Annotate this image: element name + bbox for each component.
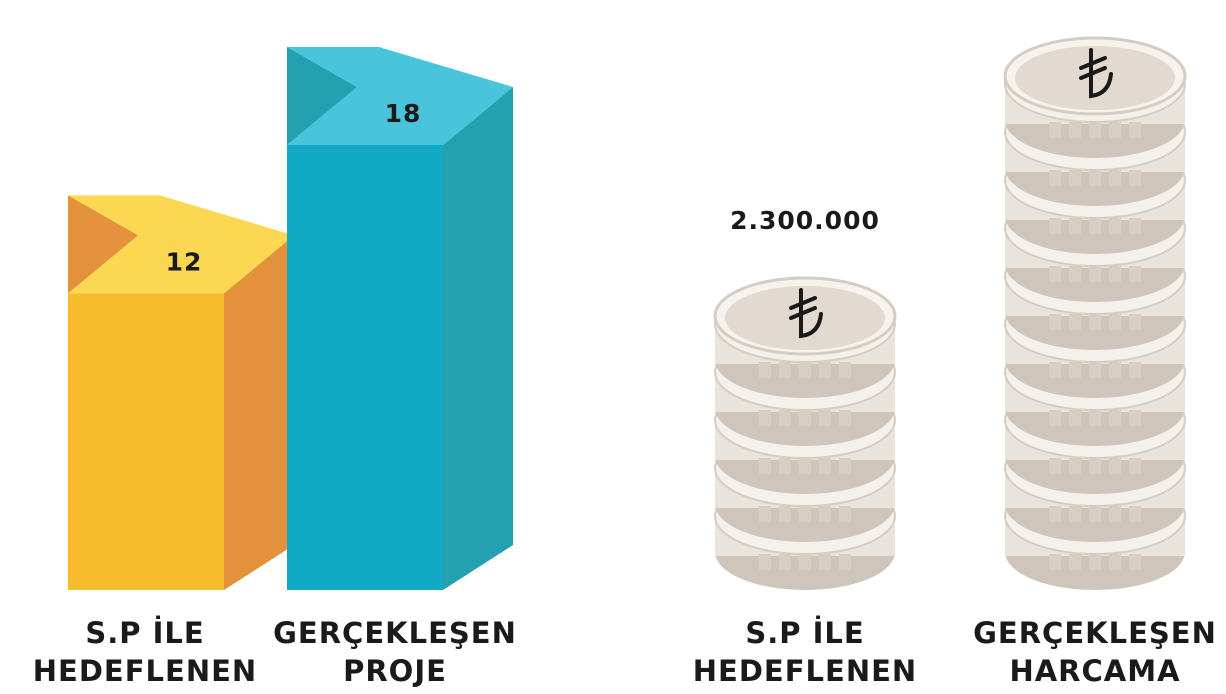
category-label: PROJE <box>343 654 447 688</box>
coin-notch <box>1069 458 1081 474</box>
coin-notch <box>779 506 791 522</box>
coin-notch <box>1129 122 1141 138</box>
coin-notch <box>779 362 791 378</box>
coin-notch <box>1109 458 1121 474</box>
category-label: GERÇEKLEŞEN <box>273 616 517 650</box>
coin-notch <box>759 410 771 426</box>
category-label: HARCAMA <box>1009 654 1180 688</box>
category-label: S.P İLE <box>85 616 204 650</box>
coin-notch <box>1049 314 1061 330</box>
coin-notch <box>799 458 811 474</box>
coin-notch <box>1089 266 1101 282</box>
coin-notch <box>1069 314 1081 330</box>
coin-notch <box>1109 410 1121 426</box>
coin-notch <box>1069 506 1081 522</box>
value-label: 2.300.000 <box>730 206 880 235</box>
coin-notch <box>1129 218 1141 234</box>
coin-notch <box>1069 122 1081 138</box>
coin-notch <box>1049 218 1061 234</box>
coin-notch <box>839 362 851 378</box>
category-label: HEDEFLENEN <box>693 654 917 688</box>
coin-face <box>725 286 885 350</box>
coin-notch <box>1049 410 1061 426</box>
coin-notch <box>1049 554 1061 570</box>
coin-notch <box>1069 410 1081 426</box>
coin-notch <box>1089 218 1101 234</box>
coin-notch <box>759 506 771 522</box>
coin-notch <box>819 554 831 570</box>
coin-notch <box>1129 314 1141 330</box>
category-label: S.P İLE <box>745 616 864 650</box>
coin-notch <box>1109 314 1121 330</box>
coin-notch <box>1049 266 1061 282</box>
coin-notch <box>1129 458 1141 474</box>
coin-notch <box>1129 362 1141 378</box>
coin-notch <box>1069 362 1081 378</box>
coin-notch <box>1089 314 1101 330</box>
bar-side <box>224 235 294 590</box>
coin-notch <box>779 458 791 474</box>
bar <box>287 47 513 590</box>
bar-side <box>443 87 513 590</box>
coin-notch <box>1129 410 1141 426</box>
coin-notch <box>779 410 791 426</box>
coin-notch <box>1049 506 1061 522</box>
coin-notch <box>1049 170 1061 186</box>
coin-notch <box>1069 218 1081 234</box>
coin-stack <box>715 278 895 590</box>
coin-notch <box>1129 554 1141 570</box>
coin-notch <box>1089 410 1101 426</box>
coin-notch <box>819 506 831 522</box>
coin-notch <box>1129 170 1141 186</box>
coin-notch <box>1049 458 1061 474</box>
coin-notch <box>1129 266 1141 282</box>
coin-notch <box>1089 122 1101 138</box>
category-label: HEDEFLENEN <box>33 654 257 688</box>
coin-notch <box>1089 170 1101 186</box>
coin-notch <box>839 506 851 522</box>
coin-notch <box>839 458 851 474</box>
coin-notch <box>779 554 791 570</box>
coin-notch <box>1069 266 1081 282</box>
value-label: 18 <box>385 99 422 128</box>
coin-notch <box>1109 170 1121 186</box>
coin-notch <box>839 554 851 570</box>
coin-notch <box>1049 362 1061 378</box>
bar-front <box>68 293 224 590</box>
category-label: GERÇEKLEŞEN <box>973 616 1217 650</box>
coin-notch <box>799 554 811 570</box>
coin-notch <box>1089 458 1101 474</box>
coin-notch <box>1109 554 1121 570</box>
coin-stack <box>1005 38 1185 590</box>
coin-notch <box>819 458 831 474</box>
coin-notch <box>799 506 811 522</box>
coin-notch <box>759 554 771 570</box>
coin-notch <box>1109 506 1121 522</box>
coin-notch <box>819 410 831 426</box>
coin-notch <box>1069 554 1081 570</box>
coin-notch <box>819 362 831 378</box>
coin-notch <box>1109 218 1121 234</box>
coin-notch <box>1109 266 1121 282</box>
coin-notch <box>1089 362 1101 378</box>
coin-notch <box>1089 554 1101 570</box>
coin-notch <box>1069 170 1081 186</box>
value-label: 12 <box>166 247 203 276</box>
coin-notch <box>799 410 811 426</box>
coin-notch <box>759 362 771 378</box>
coin-notch <box>1089 506 1101 522</box>
coin-notch <box>1109 122 1121 138</box>
coin-face <box>1015 46 1175 110</box>
coin-notch <box>1109 362 1121 378</box>
coin-notch <box>1129 506 1141 522</box>
bar-front <box>287 145 443 590</box>
coin-notch <box>799 362 811 378</box>
coin-notch <box>839 410 851 426</box>
coin-notch <box>1049 122 1061 138</box>
coin-notch <box>759 458 771 474</box>
